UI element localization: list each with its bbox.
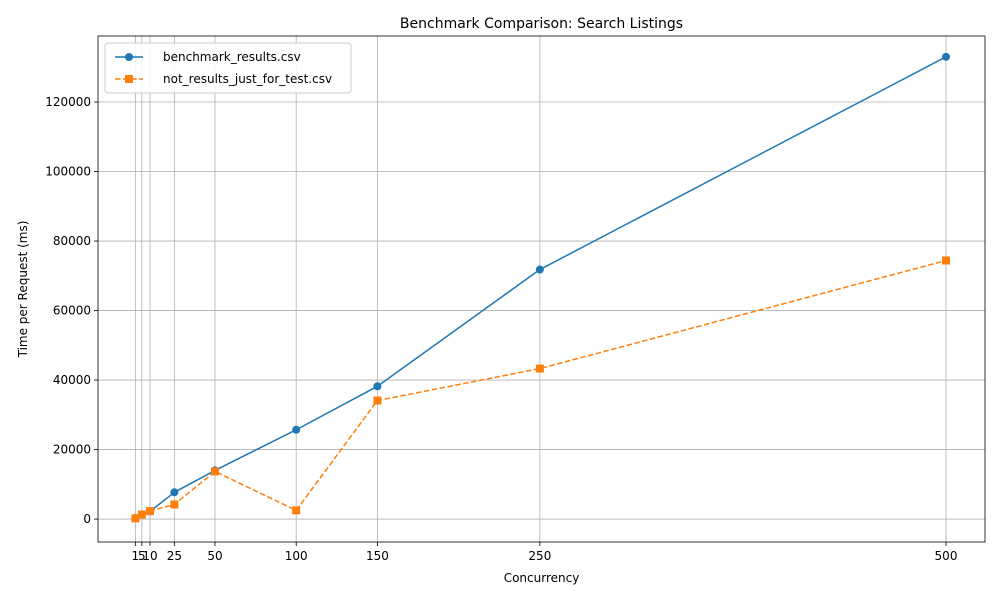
data-point: [131, 514, 140, 523]
legend-frame: [104, 42, 352, 94]
y-tick-label: 0: [83, 512, 91, 526]
data-point: [373, 382, 382, 391]
x-tick-label: 500: [935, 549, 958, 563]
x-tick-label: 50: [207, 549, 222, 563]
plot-frame: [97, 35, 986, 543]
legend-swatch-marker: [125, 75, 133, 83]
x-tick-label: 250: [528, 549, 551, 563]
legend-label: benchmark_results.csv: [163, 50, 301, 64]
data-point: [145, 507, 154, 516]
data-point: [292, 425, 301, 434]
data-point: [373, 396, 382, 405]
x-tick-label: 25: [167, 549, 182, 563]
y-tick-label: 40000: [53, 373, 91, 387]
legend-swatch-marker: [125, 53, 133, 61]
data-point: [942, 52, 951, 61]
data-point: [292, 506, 301, 515]
x-tick-label: 1: [132, 549, 140, 563]
series-2: [131, 256, 951, 523]
grid: [98, 36, 985, 542]
data-point: [170, 500, 179, 509]
y-axis: 0 20000 40000 60000 80000 100000 120000: [45, 95, 98, 526]
y-tick-label: 120000: [45, 95, 91, 109]
data-point: [137, 510, 146, 519]
data-point: [535, 265, 544, 274]
legend-label: not_results_just_for_test.csv: [163, 72, 332, 86]
chart-title: Benchmark Comparison: Search Listings: [400, 16, 683, 32]
y-axis-label: Time per Request (ms): [16, 221, 30, 359]
y-tick-label: 80000: [53, 234, 91, 248]
y-tick-label: 60000: [53, 304, 91, 318]
x-tick-label: 10: [142, 549, 157, 563]
x-axis-label: Concurrency: [504, 571, 580, 585]
data-point: [942, 256, 951, 265]
series-layer: [131, 52, 951, 523]
y-tick-label: 20000: [53, 443, 91, 457]
legend: benchmark_results.csv not_results_just_fo…: [104, 42, 352, 94]
data-point: [535, 364, 544, 373]
y-tick-label: 100000: [45, 165, 91, 179]
x-tick-label: 5: [138, 549, 146, 563]
data-point: [210, 467, 219, 476]
x-tick-label: 150: [366, 549, 389, 563]
data-point: [170, 488, 179, 497]
x-tick-label: 100: [285, 549, 308, 563]
